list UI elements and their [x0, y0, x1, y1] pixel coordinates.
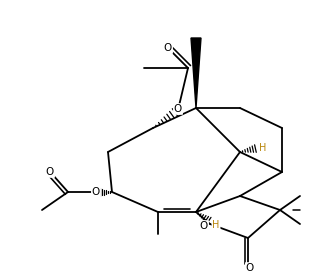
Text: H: H [259, 143, 267, 153]
Text: O: O [46, 167, 54, 177]
Text: O: O [200, 221, 208, 231]
Text: O: O [246, 263, 254, 273]
Text: H: H [212, 220, 220, 230]
Text: O: O [92, 187, 100, 197]
Text: O: O [174, 104, 182, 114]
Polygon shape [191, 38, 201, 108]
Text: O: O [164, 43, 172, 53]
